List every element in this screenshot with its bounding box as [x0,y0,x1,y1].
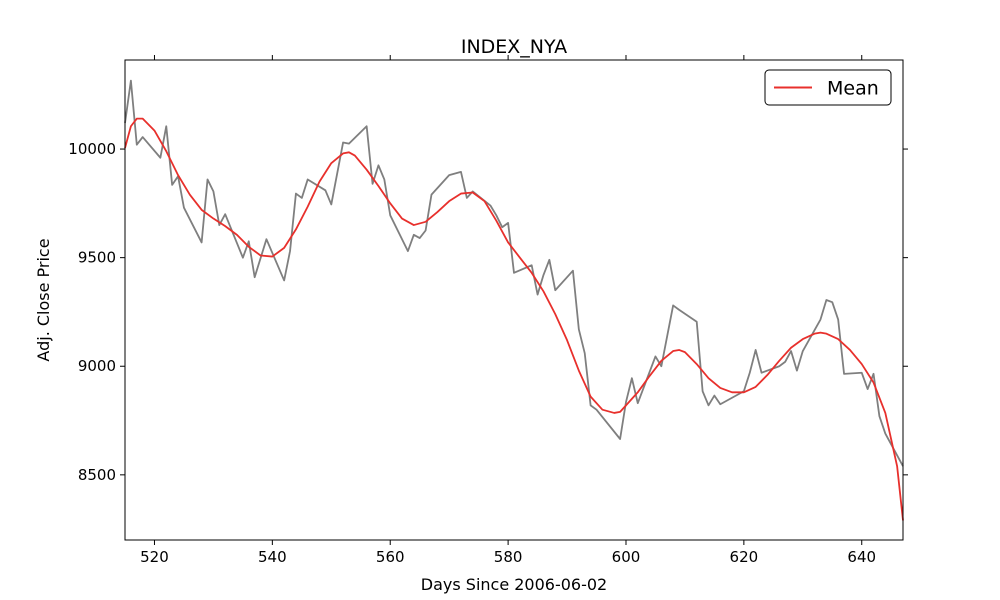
legend-box [764,69,892,106]
y-tick-label: 9000 [78,357,116,375]
y-axis-title: Adj. Close Price [34,238,53,361]
x-tick-label: 580 [494,548,523,566]
y-tick-label: 8500 [78,466,116,484]
legend-label-mean: Mean [827,78,879,100]
x-tick-label: 560 [376,548,405,566]
x-tick-label: 620 [730,548,759,566]
plot-frame [124,59,904,541]
chart-title: INDEX_NYA [461,36,567,58]
legend: Mean [764,69,892,106]
x-tick-label: 540 [258,548,287,566]
x-tick-label: 520 [140,548,169,566]
y-tick-label: 10000 [68,140,116,158]
series-line-adj-close [124,79,904,467]
series-line-mean [124,117,904,521]
x-axis-title: Days Since 2006-06-02 [421,575,607,594]
y-tick-label: 9500 [78,249,116,267]
x-tick-label: 640 [847,548,876,566]
x-tick-label: 600 [612,548,641,566]
